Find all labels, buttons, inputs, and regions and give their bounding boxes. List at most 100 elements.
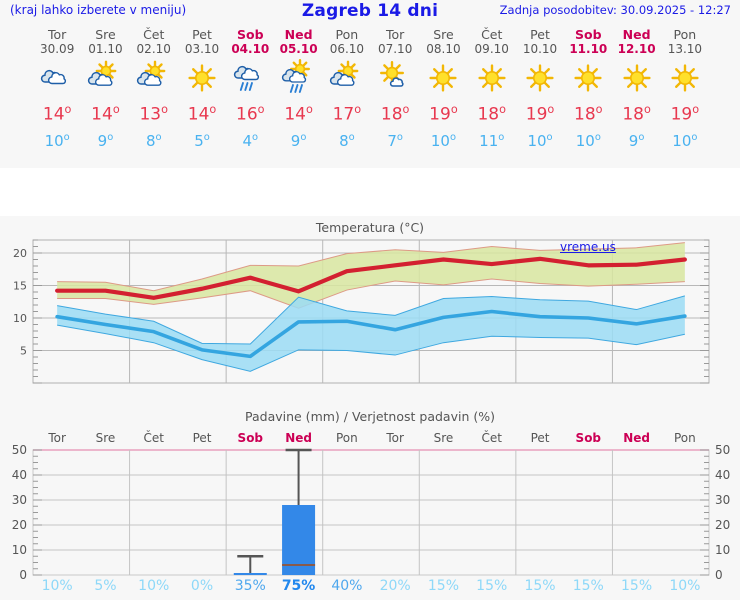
sun-cloud-icon (79, 59, 132, 97)
max-temperature-value: 18 (477, 104, 500, 125)
max-temperature: 17o (320, 100, 373, 125)
day-date: 05.10 (279, 42, 318, 56)
day-date: 08.10 (426, 42, 461, 56)
day-date: 06.10 (329, 42, 365, 56)
min-temperature: 8o (127, 129, 180, 150)
day-name: Pet (192, 27, 212, 42)
forecast-day-column: Čet 02.10 13o 8o (127, 23, 180, 150)
degree-symbol: o (257, 103, 265, 116)
day-date: 01.10 (88, 42, 123, 56)
degree-symbol: o (546, 131, 553, 143)
max-temperature: 19o (658, 100, 711, 125)
degree-symbol: o (209, 103, 217, 116)
degree-symbol: o (107, 131, 114, 143)
max-temperature: 14o (176, 100, 229, 125)
svg-text:50: 50 (12, 443, 27, 457)
degree-symbol: o (161, 103, 168, 116)
day-name: Pon (673, 27, 697, 42)
svg-text:20: 20 (12, 518, 27, 532)
day-name: Ned (622, 27, 651, 42)
degree-symbol: o (112, 103, 120, 116)
svg-text:10: 10 (12, 543, 27, 557)
daily-forecast-strip: Tor 30.09 14o 10o Sre 01.10 14o 9o Čet 02.10 13… (0, 23, 740, 168)
precipitation-day-label: Sob (237, 431, 264, 445)
min-temperature: 11o (465, 129, 518, 150)
precipitation-probability: 15% (524, 578, 556, 594)
forecast-day-column: Sob 04.10 16o 4o (224, 23, 277, 150)
precipitation-probability: 15% (621, 578, 653, 594)
precipitation-day-label: Čet (143, 431, 164, 445)
min-temperature: 10o (31, 129, 84, 150)
top-bar: (kraj lahko izberete v meniju) Zagreb 14… (0, 0, 740, 23)
precipitation-day-label: Sob (575, 431, 602, 445)
temperature-chart-title: Temperatura (°C) (315, 220, 425, 235)
temperature-chart: Temperatura (°C) 5 10 15 20 (0, 216, 740, 404)
forecast-day-column: Pet 10.10 19o 10o (514, 23, 567, 150)
day-date: 03.10 (184, 42, 220, 56)
degree-symbol: o (638, 131, 645, 143)
precipitation-day-label: Pon (335, 431, 358, 445)
day-date: 07.10 (377, 42, 413, 56)
min-temperature: 4o (224, 129, 277, 150)
degree-symbol: o (450, 103, 458, 116)
precipitation-probability: 15% (427, 578, 459, 594)
sun-icon (610, 59, 663, 97)
max-temperature: 14o (31, 100, 84, 125)
degree-symbol: o (396, 131, 403, 143)
max-temperature-value: 18 (380, 104, 403, 125)
min-temperature-value: 10 (44, 131, 64, 150)
max-temperature-value: 18 (574, 104, 596, 125)
max-temperature: 16o (224, 100, 277, 125)
sun-icon (658, 59, 711, 97)
max-temperature: 18o (610, 100, 663, 125)
precipitation-probability: 75% (281, 578, 316, 594)
day-name: Sre (95, 27, 116, 42)
precipitation-probability: 5% (94, 578, 117, 594)
min-temperature: 5o (176, 129, 229, 150)
degree-symbol: o (203, 131, 210, 143)
svg-text:30: 30 (715, 493, 730, 507)
degree-symbol: o (63, 131, 70, 143)
forecast-day-column: Ned 05.10 14o 9o (272, 23, 325, 150)
min-temperature: 9o (272, 129, 325, 150)
degree-symbol: o (547, 103, 555, 116)
min-temperature-value: 4 (242, 131, 253, 150)
min-temperature-value: 9 (628, 131, 639, 150)
svg-text:5: 5 (20, 345, 27, 358)
min-temperature-value: 10 (575, 131, 595, 150)
min-temperature: 10o (417, 129, 470, 150)
min-temperature: 7o (369, 129, 422, 150)
degree-symbol: o (402, 103, 410, 116)
day-date: 12.10 (617, 42, 656, 56)
svg-text:0: 0 (19, 568, 27, 582)
sun-small-cloud-icon (369, 59, 422, 97)
day-name: Tor (386, 27, 405, 42)
cloudy-icon (31, 59, 84, 97)
forecast-day-column: Sre 08.10 19o 10o (417, 23, 470, 150)
svg-text:20: 20 (715, 518, 730, 532)
day-name: Čet (143, 27, 165, 42)
svg-text:20: 20 (13, 247, 27, 260)
sun-icon (514, 59, 567, 97)
day-name: Tor (48, 27, 67, 42)
degree-symbol: o (348, 131, 355, 143)
menu-hint-text: (kraj lahko izberete v meniju) (10, 3, 187, 17)
svg-text:50: 50 (715, 443, 730, 457)
min-temperature-value: 9 (97, 131, 108, 150)
site-watermark: vreme.us (560, 240, 616, 254)
svg-text:15: 15 (13, 280, 27, 293)
precipitation-day-label: Tor (48, 431, 66, 445)
precipitation-day-label: Pet (530, 431, 550, 445)
sun-icon (417, 59, 470, 97)
min-temperature: 10o (562, 129, 615, 150)
svg-text:40: 40 (715, 468, 730, 482)
min-temperature-value: 5 (194, 131, 204, 150)
forecast-day-column: Pet 03.10 14o 5o (176, 23, 229, 150)
min-temperature-value: 11 (479, 131, 499, 150)
max-temperature-value: 17 (332, 104, 355, 125)
precipitation-probability: 10% (138, 578, 170, 594)
degree-symbol: o (449, 131, 456, 143)
max-temperature-value: 14 (284, 104, 306, 125)
precipitation-chart-title: Padavine (mm) / Verjetnost padavin (%) (245, 409, 495, 424)
degree-symbol: o (595, 103, 603, 116)
